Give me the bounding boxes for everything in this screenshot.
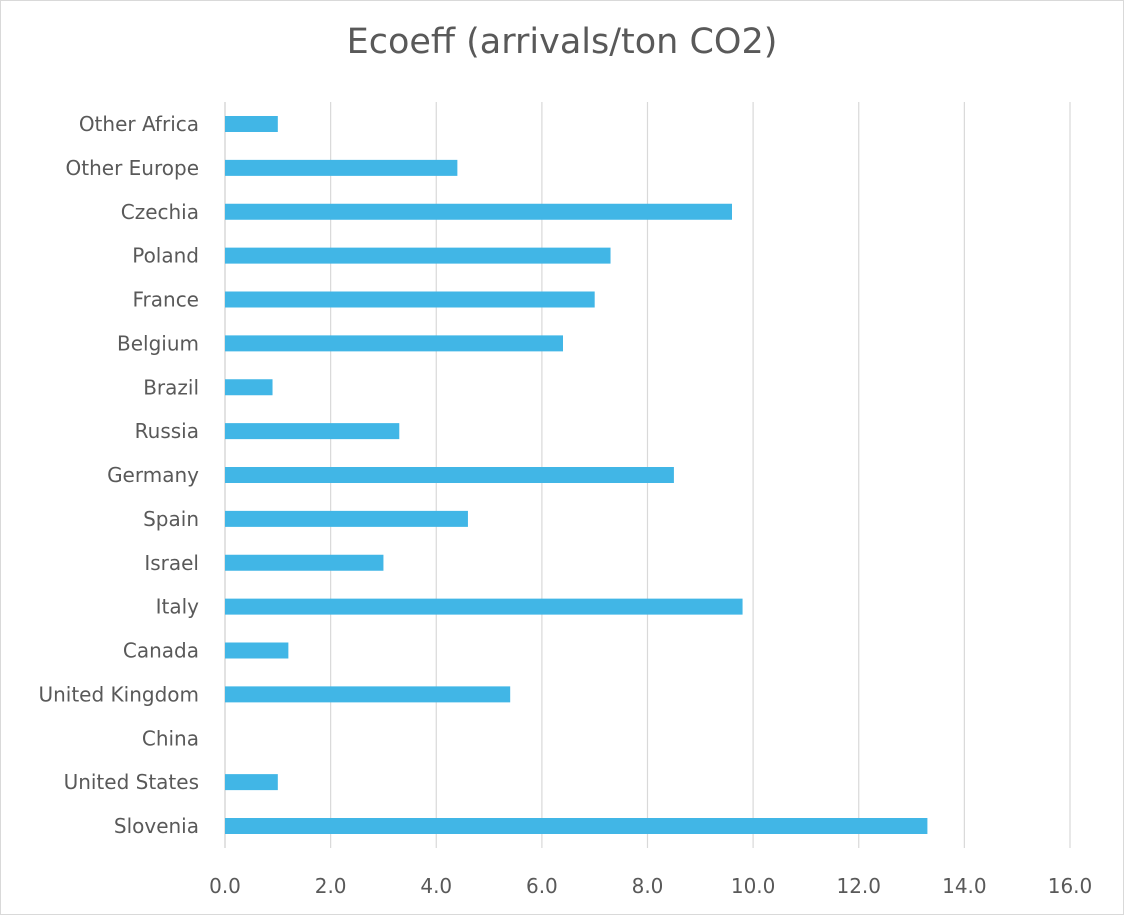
- category-labels: Other Africa Other Europe Czechia Poland Fra…: [38, 112, 199, 838]
- category-label: Other Africa: [79, 112, 199, 136]
- bars: [225, 116, 928, 834]
- x-tick-labels: 0.0 2.0 4.0 6.0 8.0 10.0 12.0 14.0 16.0: [209, 874, 1092, 898]
- category-label: Other Europe: [66, 156, 199, 180]
- x-tick-label: 10.0: [731, 874, 776, 898]
- bar: [225, 159, 458, 176]
- x-tick-label: 4.0: [420, 874, 452, 898]
- bar: [225, 116, 278, 132]
- bar: [225, 774, 278, 791]
- x-tick-label: 2.0: [315, 874, 347, 898]
- category-label: Germany: [107, 463, 199, 487]
- category-label: France: [132, 288, 199, 312]
- x-tick-label: 8.0: [632, 874, 664, 898]
- category-label: Spain: [143, 507, 199, 531]
- x-tick-label: 12.0: [836, 874, 881, 898]
- category-label: Israel: [144, 551, 199, 575]
- category-label: United States: [64, 770, 199, 794]
- chart-title: Ecoeff (arrivals/ton CO2): [346, 22, 778, 62]
- category-label: China: [142, 726, 199, 750]
- category-label: Russia: [135, 419, 199, 443]
- bar: [225, 203, 732, 220]
- category-label: Belgium: [117, 331, 199, 355]
- x-tick-label: 16.0: [1048, 874, 1093, 898]
- bar: [225, 335, 563, 352]
- x-tick-label: 14.0: [942, 874, 987, 898]
- bar: [225, 686, 511, 703]
- bar: [225, 379, 273, 396]
- category-label: Brazil: [143, 375, 199, 399]
- category-label: Czechia: [121, 200, 199, 224]
- bar: [225, 510, 468, 527]
- category-label: Canada: [123, 639, 199, 663]
- bar: [225, 554, 384, 571]
- bar: [225, 247, 611, 264]
- bar: [225, 291, 595, 308]
- category-label: Poland: [132, 244, 199, 268]
- bar: [225, 598, 743, 615]
- category-label: Italy: [156, 595, 200, 619]
- bar: [225, 642, 289, 659]
- x-tick-label: 0.0: [209, 874, 241, 898]
- bar: [225, 818, 928, 834]
- bar: [225, 423, 400, 440]
- bar: [225, 467, 674, 483]
- category-label: Slovenia: [114, 814, 199, 838]
- category-label: United Kingdom: [38, 682, 199, 706]
- x-tick-label: 6.0: [526, 874, 558, 898]
